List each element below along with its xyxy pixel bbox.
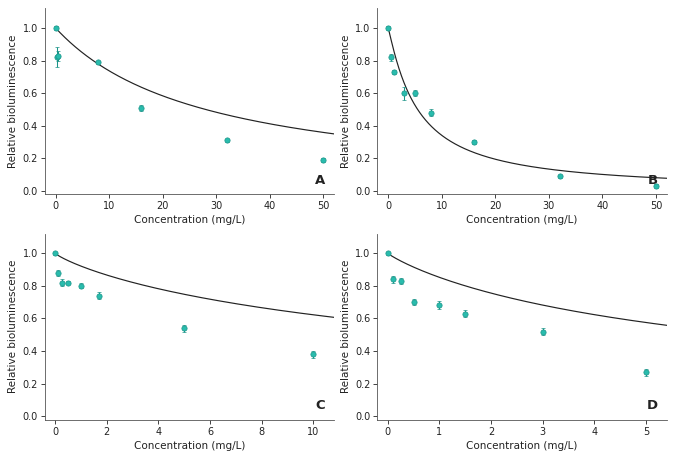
Text: D: D xyxy=(647,399,658,412)
X-axis label: Concentration (mg/L): Concentration (mg/L) xyxy=(134,441,245,451)
Y-axis label: Relative bioluminescence: Relative bioluminescence xyxy=(8,260,18,393)
Y-axis label: Relative bioluminescence: Relative bioluminescence xyxy=(8,34,18,168)
X-axis label: Concentration (mg/L): Concentration (mg/L) xyxy=(466,215,578,225)
X-axis label: Concentration (mg/L): Concentration (mg/L) xyxy=(134,215,245,225)
X-axis label: Concentration (mg/L): Concentration (mg/L) xyxy=(466,441,578,451)
Text: C: C xyxy=(316,399,325,412)
Text: A: A xyxy=(315,174,325,187)
Text: B: B xyxy=(648,174,658,187)
Y-axis label: Relative bioluminescence: Relative bioluminescence xyxy=(341,260,351,393)
Y-axis label: Relative bioluminescence: Relative bioluminescence xyxy=(341,34,351,168)
